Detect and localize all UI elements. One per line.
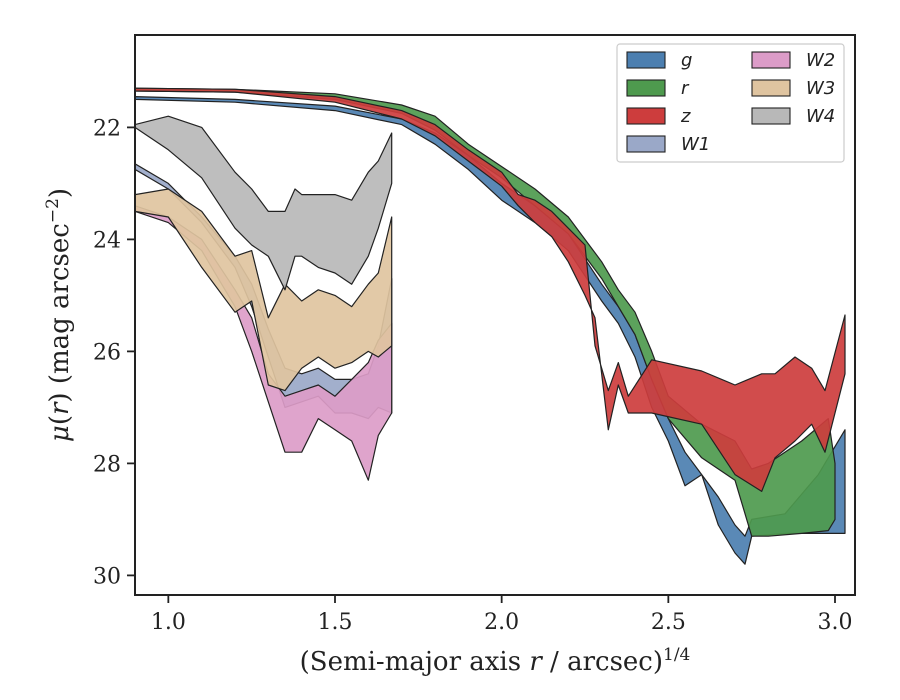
y-tick-label: 26 [93, 340, 121, 365]
legend-label-w4: W4 [806, 106, 835, 127]
legend-label-w3: W3 [806, 78, 835, 99]
x-axis: 1.0 1.5 2.0 2.5 3.0 [151, 595, 853, 635]
legend-swatch-r [626, 79, 666, 97]
legend-swatch-w3 [751, 79, 791, 97]
x-axis-label: (Semi-major axis r / arcsec)1/4 [300, 645, 691, 677]
legend-label-w2: W2 [806, 50, 835, 71]
x-tick-label: 2.0 [484, 610, 519, 635]
y-axis: 22 24 26 28 30 [93, 116, 135, 589]
legend-box [616, 43, 845, 163]
legend-swatch-w2 [751, 51, 791, 69]
x-tick-label: 1.5 [318, 610, 353, 635]
series-area-z [135, 87, 846, 492]
y-tick-label: 28 [93, 452, 121, 477]
legend-swatch-z [626, 107, 666, 125]
y-tick-label: 24 [93, 228, 121, 253]
legend-swatch-w4 [751, 107, 791, 125]
y-axis-label: μ(r) (mag arcsec−2) [43, 188, 75, 442]
x-tick-label: 1.0 [151, 610, 186, 635]
y-tick-label: 30 [93, 564, 121, 589]
legend-label-w1: W1 [681, 134, 710, 155]
legend-swatch-g [626, 51, 666, 69]
x-tick-label: 3.0 [818, 610, 853, 635]
legend-swatch-w1 [626, 135, 666, 153]
plot-frame [134, 34, 856, 596]
legend-label-g: g [681, 50, 692, 71]
series-areas [135, 87, 846, 565]
legend-label-z: z [680, 106, 691, 127]
series-area-w3 [135, 188, 393, 392]
legend: grz W1 W2 W3 W4 [616, 43, 845, 163]
legend-label-r: r [681, 78, 690, 99]
y-tick-label: 22 [93, 116, 121, 141]
series-area-w4 [135, 115, 393, 291]
x-tick-label: 2.5 [651, 610, 686, 635]
